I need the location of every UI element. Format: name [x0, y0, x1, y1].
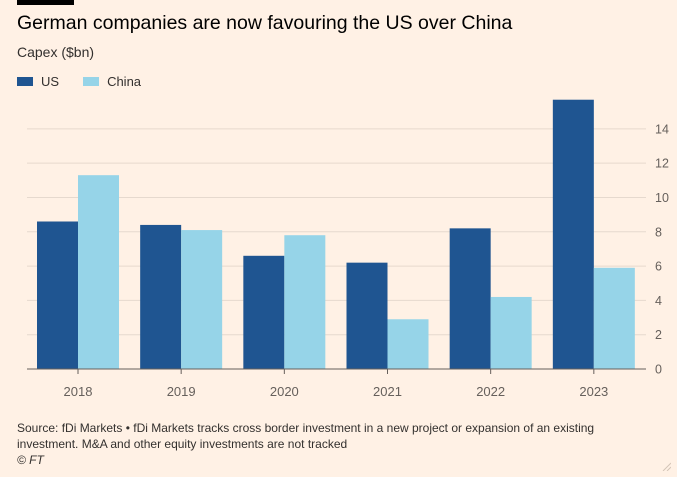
legend-label-us: US — [41, 74, 60, 89]
legend-item-china: China — [83, 74, 141, 89]
chart-title: German companies are now favouring the U… — [17, 12, 513, 34]
brand-bar — [17, 0, 74, 5]
legend-item-us: US — [17, 74, 59, 89]
bar-chart: 0 2 4 6 8 10 12 14 2018 2019 2020 2021 2022 2023 — [27, 99, 669, 399]
bar-china-2022 — [490, 296, 532, 369]
x-tick-label: 2022 — [476, 384, 505, 399]
bar-us-2021 — [346, 262, 388, 369]
legend: US China — [17, 74, 165, 89]
y-tick-label: 6 — [655, 260, 662, 274]
y-tick-label: 2 — [655, 328, 662, 342]
y-tick-label: 8 — [655, 225, 662, 239]
credit: © FT — [17, 453, 44, 467]
y-tick-label: 10 — [655, 191, 669, 205]
bar-china-2023 — [593, 267, 635, 369]
resize-handle-icon — [662, 462, 671, 471]
x-tick-label: 2019 — [167, 384, 196, 399]
x-tick-label: 2018 — [64, 384, 93, 399]
bar-china-2018 — [78, 175, 119, 369]
legend-swatch-china — [83, 77, 100, 86]
bar-us-2018 — [37, 221, 78, 369]
legend-swatch-us — [17, 77, 33, 86]
source-note: Source: fDi Markets • fDi Markets tracks… — [17, 421, 595, 451]
y-tick-label: 0 — [655, 363, 662, 377]
bar-us-2023 — [552, 99, 594, 370]
bar-china-2019 — [181, 230, 223, 369]
bar-us-2022 — [449, 228, 491, 369]
legend-label-china: China — [107, 74, 142, 89]
bar-china-2021 — [387, 319, 429, 369]
y-tick-label: 12 — [655, 157, 669, 171]
bar-us-2020 — [243, 255, 285, 369]
x-tick-label: 2020 — [270, 384, 299, 399]
bar-china-2020 — [284, 235, 326, 369]
chart-subtitle: Capex ($bn) — [17, 44, 95, 60]
x-tick-label: 2021 — [373, 384, 402, 399]
y-tick-label: 4 — [655, 294, 662, 308]
x-tick-label: 2023 — [579, 384, 608, 399]
y-tick-label: 14 — [655, 122, 669, 136]
bar-us-2019 — [140, 224, 182, 369]
